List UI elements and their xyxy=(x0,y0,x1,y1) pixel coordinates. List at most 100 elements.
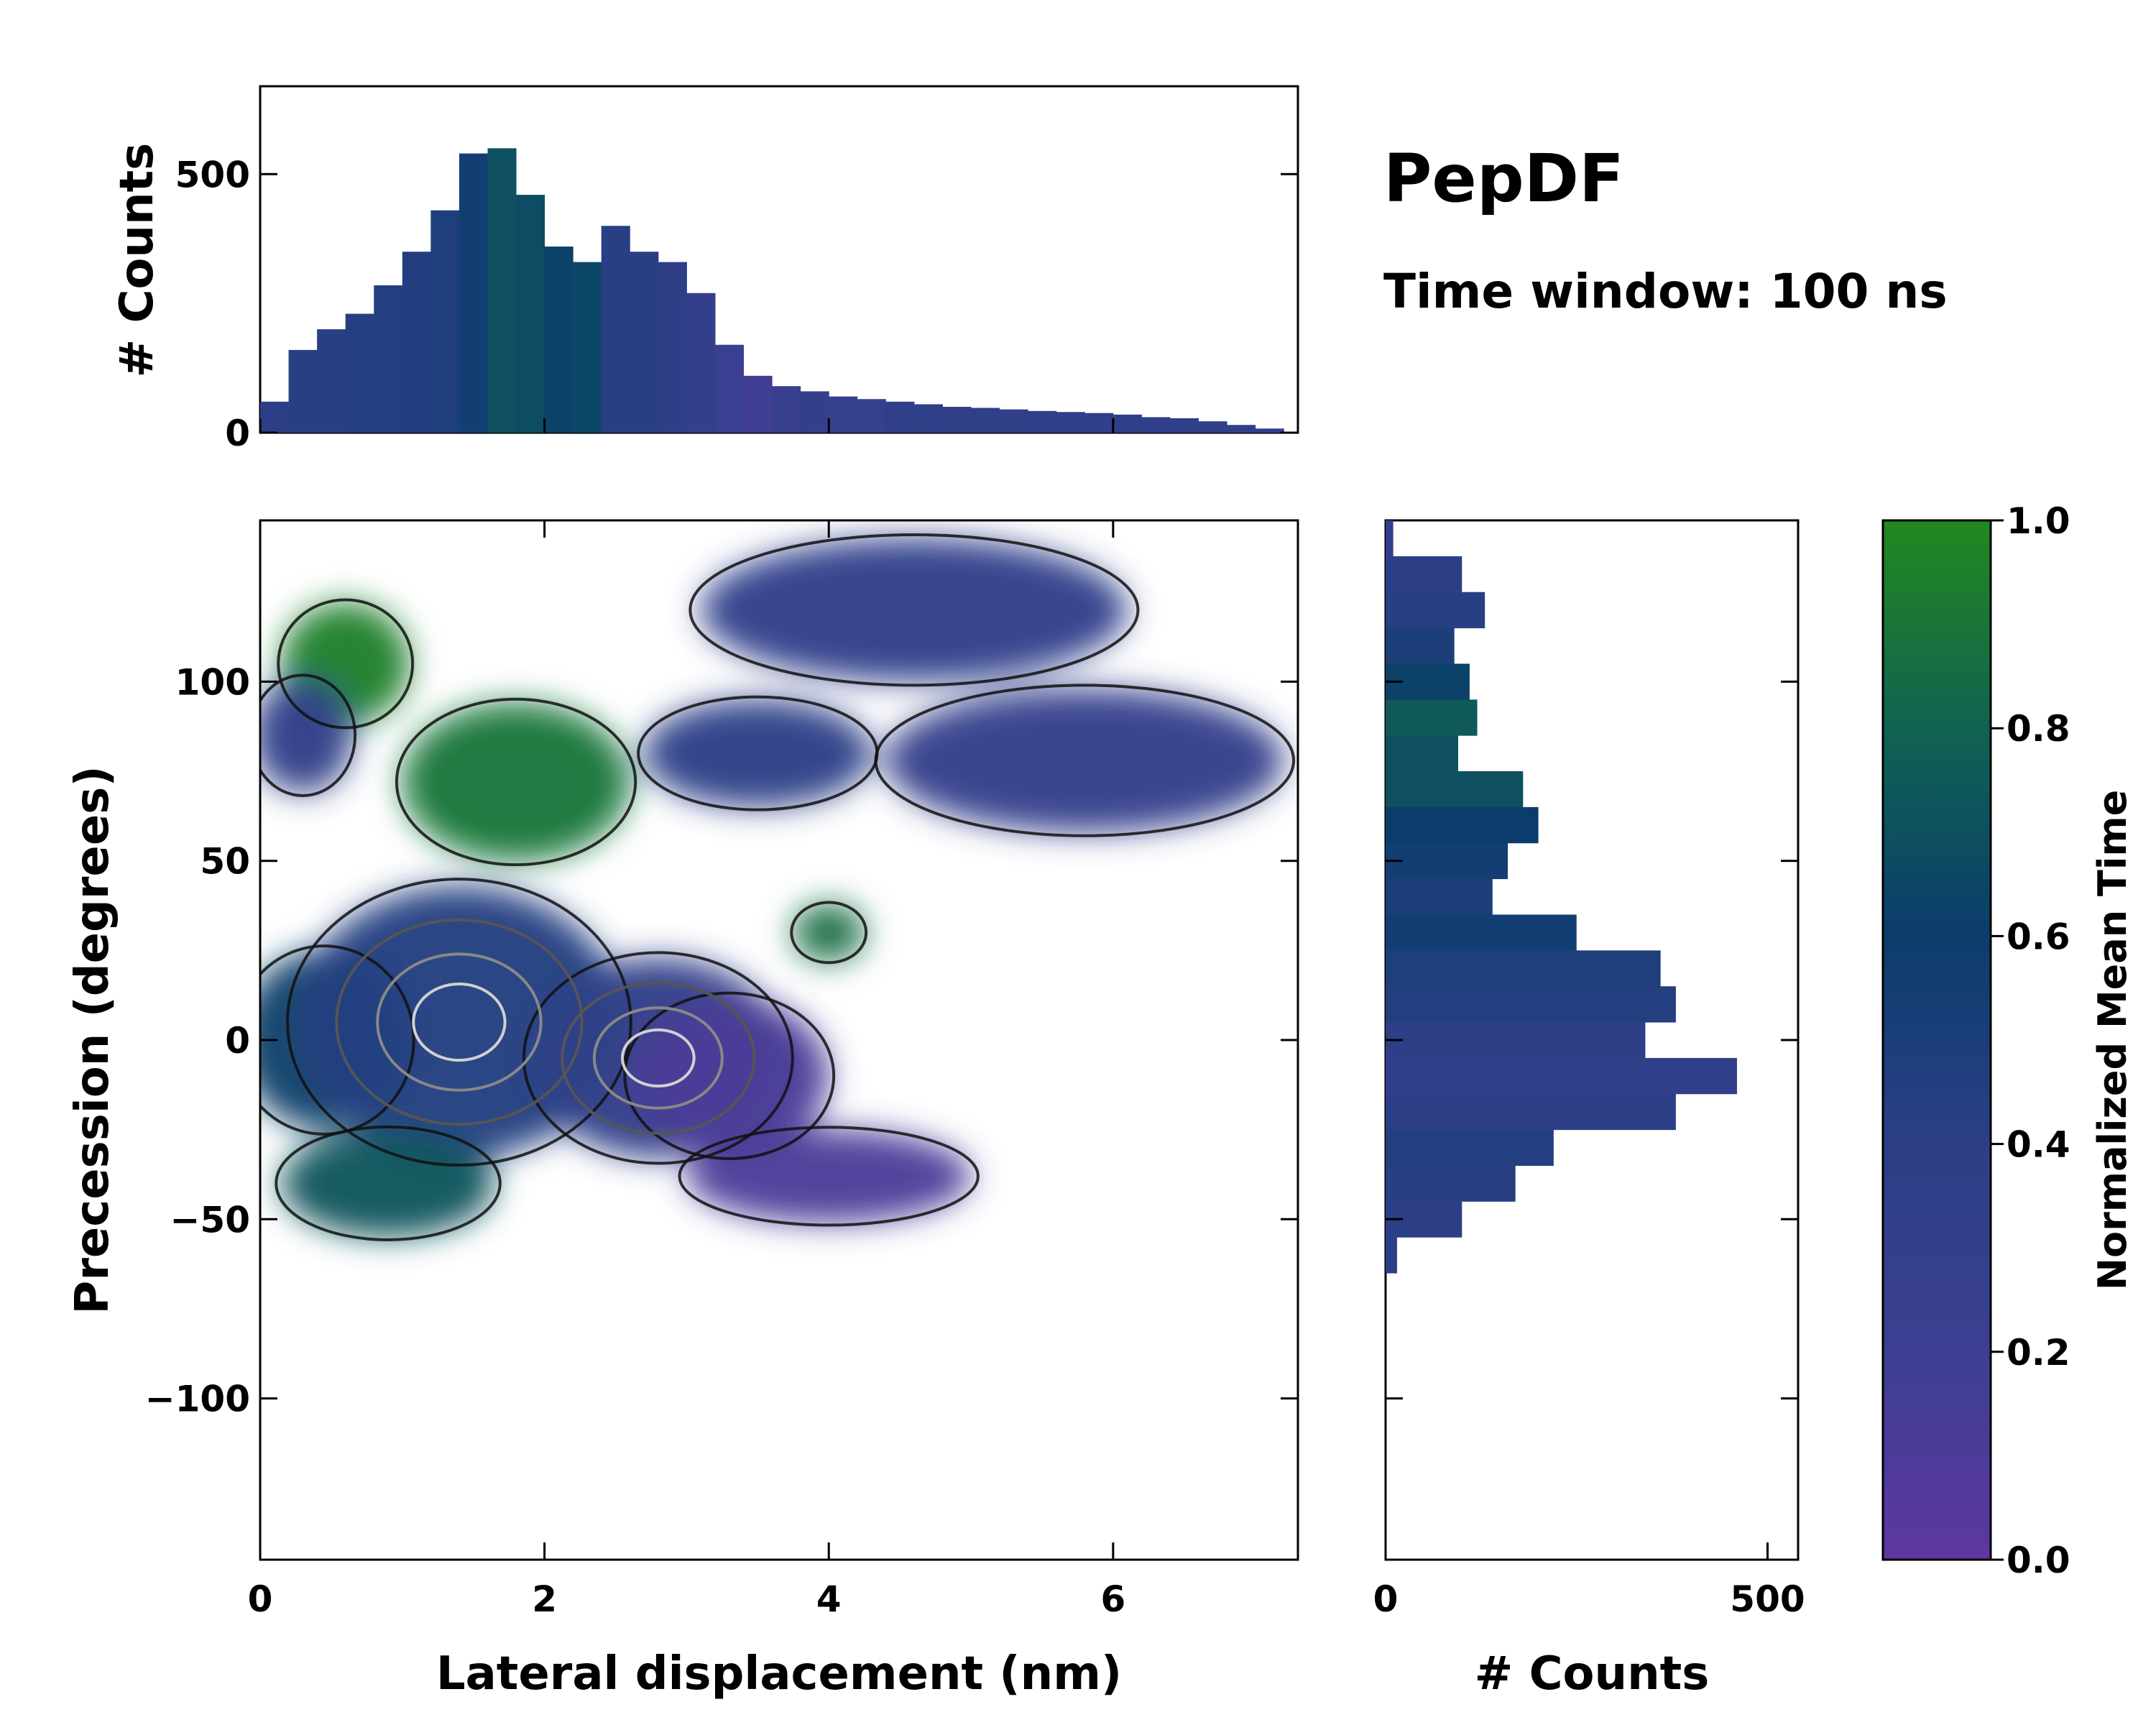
main-ytick-label: 50 xyxy=(200,841,250,883)
right-histogram-bar xyxy=(1386,735,1458,772)
colorbar-tick-label: 0.8 xyxy=(2007,708,2070,750)
main-ytick-label: −50 xyxy=(170,1199,250,1241)
top-histogram-bar xyxy=(1084,413,1114,433)
contour-outer-blue-mid xyxy=(637,695,879,811)
top-histogram: 0 500 # Counts xyxy=(111,85,1299,454)
right-histogram-bar xyxy=(1386,627,1455,664)
colorbar-label: Normalized Mean Time xyxy=(2090,790,2135,1290)
right-xtick-label: 0 xyxy=(1373,1578,1399,1620)
main-ylabel: Precession (degrees) xyxy=(66,765,119,1314)
contour-inner-core-center-0 xyxy=(335,918,584,1126)
right-histogram-bar xyxy=(1386,699,1478,736)
heatmap-region-green-bottom xyxy=(281,1129,495,1238)
top-histogram-bar xyxy=(1198,421,1227,433)
top-histogram-bar xyxy=(913,404,943,433)
top-histogram-bar xyxy=(857,399,886,433)
contour-inner-core-right-0 xyxy=(561,981,756,1135)
contour-outer-core-right xyxy=(522,951,794,1165)
right-histogram-bar xyxy=(1386,950,1661,987)
top-histogram-bar xyxy=(1028,410,1057,433)
main-ytick-label: −100 xyxy=(145,1379,250,1420)
colorbar-tick-label: 0.2 xyxy=(2007,1332,2070,1374)
top-histogram-bar xyxy=(1141,417,1171,433)
top-histogram-bar xyxy=(288,349,318,433)
heatmap-region-blue-upper xyxy=(701,538,1128,682)
main-ytick-label: 0 xyxy=(225,1020,250,1062)
top-histogram-bar xyxy=(601,226,630,433)
top-histogram-bar xyxy=(516,195,545,433)
right-histogram-bar xyxy=(1386,556,1462,593)
right-histogram-xlabel: # Counts xyxy=(1475,1647,1710,1701)
main-xtick-label: 4 xyxy=(816,1578,842,1620)
right-histogram-bar xyxy=(1386,1093,1676,1131)
contour-outer-green-small xyxy=(790,901,868,965)
top-histogram-bar xyxy=(487,148,517,433)
contour-outer-teal-left xyxy=(260,944,415,1136)
right-histogram-bar xyxy=(1386,1022,1646,1059)
heatmap-region-purple-bottom xyxy=(686,1129,972,1223)
main-heatmap: 0 2 4 6 −100 −50 0 50 100 Lateral displacement (… xyxy=(66,519,1299,1701)
right-xtick-label: 500 xyxy=(1730,1578,1805,1620)
heatmap-region-green-mid xyxy=(402,703,630,861)
contour-outer-purple-bottom xyxy=(678,1126,980,1227)
right-histogram: 0 500 # Counts xyxy=(1373,519,1805,1701)
contour-outer-green-bottom xyxy=(275,1125,502,1241)
top-ytick-label: 500 xyxy=(175,154,250,196)
right-histogram-bar xyxy=(1386,806,1539,844)
top-histogram-bar xyxy=(374,285,403,433)
colorbar-tick-label: 0.0 xyxy=(2007,1540,2070,1581)
top-histogram-bar xyxy=(658,262,687,433)
top-histogram-bar xyxy=(544,247,573,433)
main-xlabel: Lateral displacement (nm) xyxy=(436,1647,1122,1701)
top-ytick-label: 0 xyxy=(225,413,250,454)
right-histogram-bar xyxy=(1386,1165,1516,1202)
figure-title: PepDF xyxy=(1383,140,1624,217)
right-histogram-bar xyxy=(1386,771,1524,808)
colorbar-tick-label: 0.4 xyxy=(2007,1124,2070,1166)
colorbar-tick-label: 1.0 xyxy=(2007,500,2070,542)
top-histogram-bar xyxy=(772,386,801,433)
heatmap-region-blue-right xyxy=(885,689,1284,832)
contour-inner-core-center-1 xyxy=(376,952,543,1092)
right-histogram-bar xyxy=(1386,1129,1554,1167)
main-ytick-label: 100 xyxy=(175,661,250,703)
top-histogram-bar xyxy=(345,313,374,433)
top-histogram-bar xyxy=(573,262,602,433)
top-histogram-bar xyxy=(743,375,773,433)
colorbar-tick-label: 0.6 xyxy=(2007,916,2070,957)
right-histogram-bar xyxy=(1386,520,1393,557)
top-histogram-bar xyxy=(260,401,290,433)
contour-outer-green-top xyxy=(277,598,415,730)
heatmap-region-blue-mid xyxy=(644,699,872,807)
density-contours xyxy=(260,533,1296,1241)
heatmap-region-green-small xyxy=(793,903,865,962)
top-histogram-bar xyxy=(1112,414,1142,433)
contour-inner-core-right-1 xyxy=(592,1006,724,1110)
figure-subtitle: Time window: 100 ns xyxy=(1383,264,1948,319)
top-histogram-bar xyxy=(686,293,716,433)
right-histogram-bar xyxy=(1386,986,1676,1023)
right-histogram-bar xyxy=(1386,878,1493,915)
right-histogram-bar xyxy=(1386,592,1485,629)
contour-inner-core-right-2 xyxy=(621,1028,696,1088)
top-histogram-bar xyxy=(971,408,1000,433)
top-histogram-bar xyxy=(630,252,659,433)
top-histogram-bar xyxy=(885,401,915,433)
top-histogram-bar xyxy=(402,252,431,433)
right-histogram-bar xyxy=(1386,842,1508,880)
top-histogram-bar xyxy=(317,329,346,433)
top-histogram-bar xyxy=(942,407,972,433)
main-xtick-label: 2 xyxy=(532,1578,557,1620)
contour-outer-left-band xyxy=(260,673,357,797)
top-histogram-bar xyxy=(1255,428,1284,433)
contour-outer-purple-lobe xyxy=(623,991,836,1161)
contour-outer-blue-upper xyxy=(688,533,1140,687)
colorbar-gradient xyxy=(1881,519,1992,1561)
top-histogram-bar xyxy=(459,153,488,433)
top-histogram-bar xyxy=(430,210,460,433)
top-histogram-bar xyxy=(1056,412,1085,433)
heatmap-regions xyxy=(260,538,1284,1238)
contour-inner-core-center-2 xyxy=(412,983,507,1062)
top-histogram-ylabel: # Counts xyxy=(111,143,164,378)
